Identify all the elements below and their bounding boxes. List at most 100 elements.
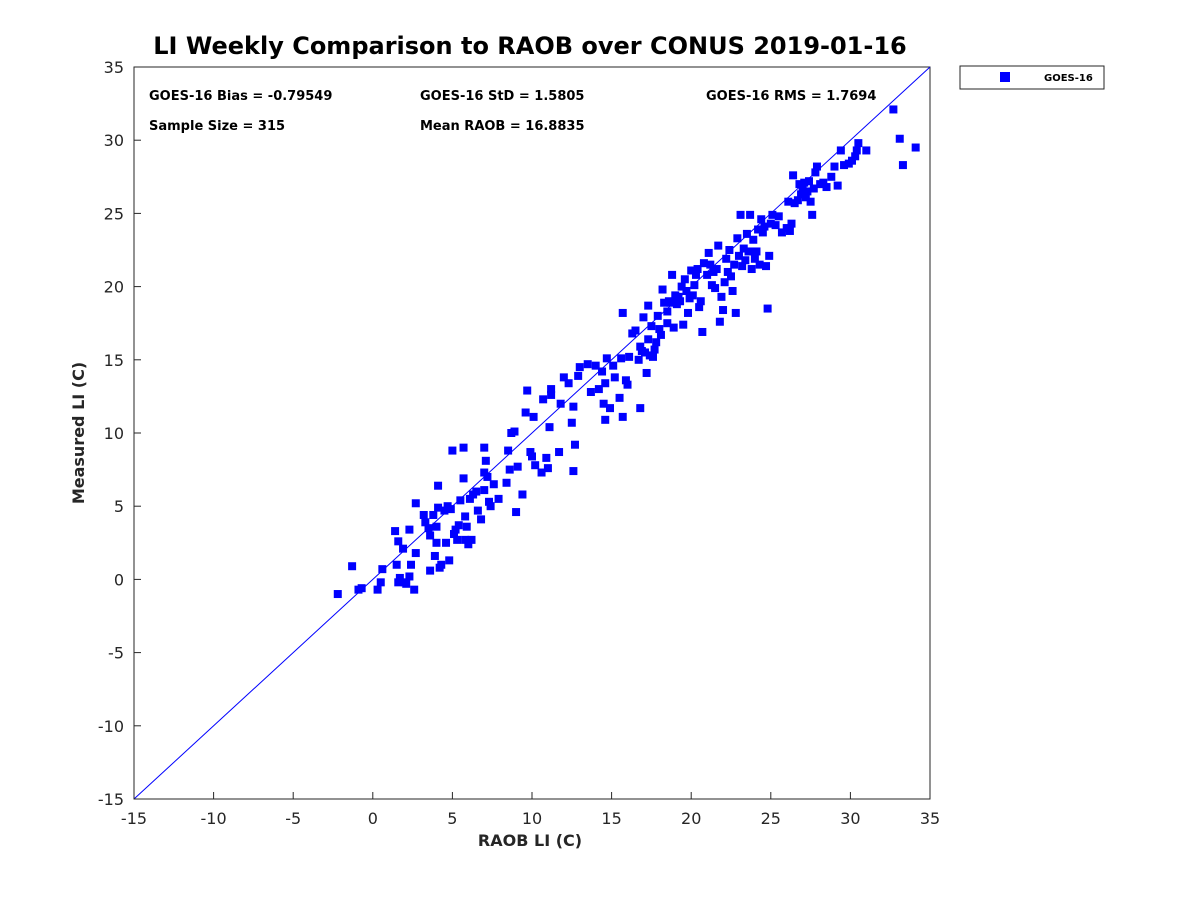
- data-point: [505, 465, 514, 474]
- data-point: [618, 412, 627, 421]
- data-point: [642, 368, 651, 377]
- data-point: [862, 146, 871, 155]
- data-point: [720, 278, 729, 287]
- data-point: [434, 481, 443, 490]
- data-point: [717, 292, 726, 301]
- data-point: [648, 352, 657, 361]
- data-point: [575, 363, 584, 372]
- one-to-one-reference-line: [133, 66, 931, 800]
- data-point: [851, 152, 860, 161]
- stat-rms: GOES-16 RMS = 1.7694: [706, 89, 876, 104]
- data-point: [465, 494, 474, 503]
- data-point: [736, 210, 745, 219]
- y-tick-label: 25: [104, 204, 124, 223]
- data-point: [777, 228, 786, 237]
- data-point: [739, 244, 748, 253]
- data-point: [631, 326, 640, 335]
- y-tick-label: 5: [114, 497, 124, 516]
- data-point: [723, 267, 732, 276]
- data-point: [539, 395, 548, 404]
- data-point: [440, 506, 449, 515]
- data-point: [419, 510, 428, 519]
- data-point: [728, 286, 737, 295]
- data-point: [806, 197, 815, 206]
- data-point: [461, 535, 470, 544]
- data-point: [703, 270, 712, 279]
- data-point: [738, 262, 747, 271]
- data-point: [634, 355, 643, 364]
- data-point: [830, 162, 839, 171]
- data-point: [454, 521, 463, 530]
- data-point: [741, 256, 750, 265]
- data-point: [556, 399, 565, 408]
- data-point: [800, 178, 809, 187]
- data-point: [911, 143, 920, 152]
- data-point: [531, 461, 540, 470]
- data-point: [564, 379, 573, 388]
- legend: GOES-16: [959, 65, 1105, 90]
- data-point: [518, 490, 527, 499]
- data-point: [526, 448, 535, 457]
- x-tick-label: -5: [285, 809, 301, 828]
- data-point: [569, 402, 578, 411]
- data-point: [715, 317, 724, 326]
- data-point: [445, 556, 454, 565]
- data-point: [547, 385, 556, 394]
- stat-sample-size: Sample Size = 315: [149, 119, 285, 134]
- data-point: [656, 330, 665, 339]
- data-point: [679, 320, 688, 329]
- data-point: [787, 219, 796, 228]
- data-point: [618, 308, 627, 317]
- data-point: [758, 228, 767, 237]
- data-point: [598, 367, 607, 376]
- y-axis-ticks: -15 -10 -5 0 5 10 15 20 25 30 35: [98, 58, 141, 809]
- data-point: [442, 538, 451, 547]
- data-point: [376, 578, 385, 587]
- data-point: [690, 281, 699, 290]
- data-point: [765, 251, 774, 260]
- data-point: [402, 579, 411, 588]
- data-point: [693, 265, 702, 274]
- data-point: [760, 222, 769, 231]
- data-point: [704, 248, 713, 257]
- data-point: [485, 497, 494, 506]
- data-point: [421, 518, 430, 527]
- y-tick-label: 35: [104, 58, 124, 77]
- data-point: [734, 251, 743, 260]
- stat-bias: GOES-16 Bias = -0.79549: [149, 89, 332, 104]
- data-point: [812, 162, 821, 171]
- data-point: [426, 566, 435, 575]
- legend-marker-square: [1000, 72, 1010, 82]
- x-tick-label: 25: [761, 809, 781, 828]
- data-point: [789, 171, 798, 180]
- data-point: [502, 478, 511, 487]
- data-point: [762, 262, 771, 271]
- y-tick-label: -5: [108, 644, 124, 663]
- data-point: [395, 573, 404, 582]
- data-point: [847, 156, 856, 165]
- data-point: [755, 260, 764, 269]
- data-point: [407, 560, 416, 569]
- data-point: [480, 486, 489, 495]
- data-point: [660, 298, 669, 307]
- y-axis-label: Measured LI (C): [69, 362, 88, 504]
- x-tick-label: 15: [601, 809, 621, 828]
- data-point: [733, 234, 742, 243]
- data-point: [840, 161, 849, 170]
- data-point: [373, 585, 382, 594]
- data-point: [714, 241, 723, 250]
- data-point: [621, 376, 630, 385]
- data-point: [449, 530, 458, 539]
- data-point: [747, 265, 756, 274]
- data-point: [895, 134, 904, 143]
- data-point: [601, 379, 610, 388]
- data-point: [437, 560, 446, 569]
- data-point: [547, 390, 556, 399]
- data-point: [797, 190, 806, 199]
- data-point: [510, 427, 519, 436]
- data-point: [494, 494, 503, 503]
- data-point: [477, 515, 486, 524]
- data-point: [647, 322, 656, 331]
- data-point: [639, 313, 648, 322]
